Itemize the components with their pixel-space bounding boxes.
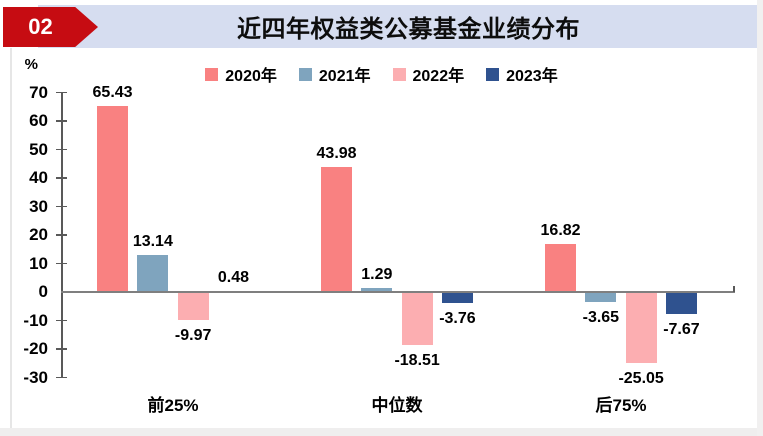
legend: 2020年 2021年 2022年 2023年 — [0, 62, 763, 86]
y-tick-mark — [56, 205, 67, 208]
legend-label: 2020年 — [225, 68, 277, 85]
y-tick-label: -10 — [23, 310, 48, 330]
category-label-2: 中位数 — [371, 396, 423, 415]
x-axis-line — [61, 291, 735, 293]
legend-item: 2022年 — [392, 62, 465, 86]
value-label: -3.65 — [582, 309, 620, 327]
y-tick-mark — [56, 120, 67, 122]
value-label: -3.76 — [439, 309, 476, 327]
y-tick-mark — [56, 91, 67, 94]
y-tick-mark — [56, 319, 67, 322]
legend-item: 2020年 — [205, 62, 277, 86]
value-label: 0.48 — [217, 268, 249, 286]
legend-label: 2023年 — [506, 68, 558, 85]
value-label: 43.98 — [316, 144, 357, 162]
bar-2023年-中位数 — [441, 292, 473, 303]
title-banner: 近四年权益类公募基金业绩分布 — [38, 5, 757, 48]
legend-item: 2021年 — [298, 62, 371, 86]
y-tick-label: -20 — [23, 339, 48, 358]
badge-number: 02 — [28, 14, 53, 39]
y-tick-label: 30 — [29, 196, 48, 216]
slide-left-edge — [10, 48, 12, 430]
bar-2020年-后75% — [545, 244, 577, 292]
value-label: -9.97 — [174, 327, 212, 345]
value-label: 1.29 — [361, 266, 393, 284]
section-badge: 02 — [3, 7, 98, 47]
y-tick-mark — [56, 177, 67, 179]
value-label: 13.14 — [132, 232, 173, 250]
value-label: -25.05 — [618, 370, 664, 388]
legend-swatch — [205, 67, 219, 81]
legend-swatch — [298, 67, 312, 81]
bar-2021年-前25% — [137, 254, 169, 292]
category-label-1: 前25% — [147, 396, 199, 415]
bar-2022年-后75% — [625, 292, 657, 364]
y-tick-mark — [56, 148, 67, 151]
value-label: -18.51 — [394, 351, 440, 369]
bar-2021年-中位数 — [361, 288, 393, 292]
y-tick-label: -30 — [23, 367, 48, 387]
y-tick-label: 40 — [29, 168, 48, 187]
y-tick-label: 50 — [29, 139, 48, 159]
value-label: 65.43 — [92, 83, 133, 101]
legend-label: 2021年 — [318, 68, 371, 85]
bar-2021年-后75% — [585, 292, 617, 303]
legend-label: 2022年 — [412, 68, 465, 85]
legend-swatch — [392, 67, 406, 81]
bar-2023年-后75% — [665, 292, 697, 314]
y-tick-label: 70 — [29, 82, 48, 102]
slide-bottom-edge — [0, 428, 763, 436]
value-label: 16.82 — [540, 222, 581, 240]
y-tick-label: 20 — [29, 225, 48, 244]
legend-swatch — [486, 67, 500, 81]
bar-2020年-前25% — [97, 105, 129, 292]
category-label-3: 后75% — [595, 396, 647, 415]
bar-2022年-中位数 — [401, 292, 433, 345]
y-tick-mark — [56, 262, 67, 265]
y-tick-label: 0 — [38, 282, 48, 301]
bar-2022年-前25% — [177, 292, 209, 321]
value-label: -7.67 — [663, 320, 700, 338]
y-tick-mark — [56, 376, 67, 379]
y-tick-mark — [56, 348, 67, 350]
x-axis-end-tick — [733, 286, 735, 292]
y-tick-label: 10 — [29, 253, 48, 273]
bar-2020年-中位数 — [321, 166, 353, 292]
legend-item: 2023年 — [486, 62, 558, 86]
y-tick-label: 60 — [29, 111, 48, 130]
y-tick-mark — [56, 234, 67, 236]
y-axis-unit-label: % — [24, 56, 38, 73]
slide-right-edge — [757, 0, 763, 436]
chart-title: 近四年权益类公募基金业绩分布 — [237, 16, 580, 43]
